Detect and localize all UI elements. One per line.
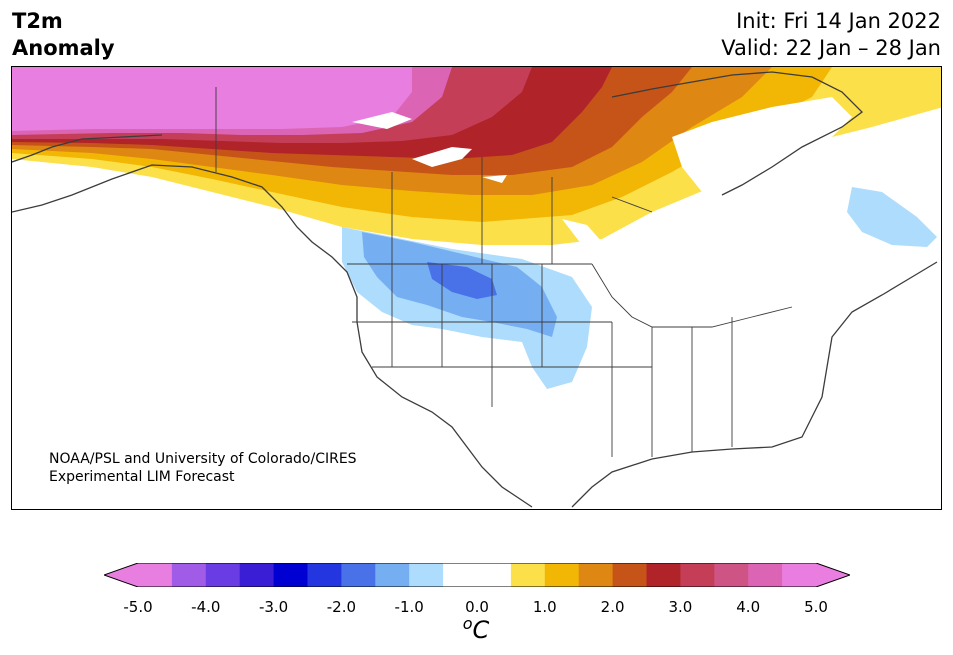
forecast-dates: Init: Fri 14 Jan 2022 Valid: 22 Jan – 28… <box>721 8 941 62</box>
colorbar-cell <box>375 563 410 587</box>
colorbar-tick-label: 1.0 <box>532 598 557 616</box>
colorbar-tick-label: 2.0 <box>600 598 625 616</box>
anomaly-labrador-blue <box>847 187 937 247</box>
colorbar-tick-label: 0.0 <box>465 598 489 616</box>
colorbar-cell <box>171 563 207 587</box>
init-date: Init: Fri 14 Jan 2022 <box>736 9 941 33</box>
colorbar-cell <box>646 563 681 587</box>
anomaly-pink-core <box>12 67 412 131</box>
colorbar-cell <box>138 563 173 587</box>
colorbar-cell <box>477 563 512 587</box>
variable-name: T2m <box>12 9 63 33</box>
colorbar-cell <box>273 563 308 587</box>
colorbar-extend-high <box>816 563 850 587</box>
colorbar-tick-label: -3.0 <box>258 598 289 616</box>
colorbar-cell <box>443 563 478 587</box>
political-borders <box>215 87 793 457</box>
map-title: T2m Anomaly <box>12 8 115 62</box>
colorbar-cell <box>782 563 817 587</box>
colorbar-cell <box>341 563 376 587</box>
colorbar-tick-label: 5.0 <box>804 598 828 616</box>
colorbar-cell <box>748 563 783 587</box>
colorbar-cell <box>714 563 749 587</box>
colorbar-unit: oC <box>463 614 490 644</box>
colorbar-cell <box>680 563 715 587</box>
unit-letter: C <box>472 616 490 644</box>
credit-line-2: Experimental LIM Forecast <box>49 469 235 485</box>
colorbar-cell <box>510 563 546 587</box>
colorbar-tick-label: -5.0 <box>123 598 153 616</box>
colorbar-tick-label: 3.0 <box>668 598 693 616</box>
hudson-bay-mask <box>672 97 852 197</box>
colorbar-cell <box>205 563 241 587</box>
unit-degree: o <box>462 614 473 633</box>
coastlines <box>12 71 938 508</box>
credit-text: NOAA/PSL and University of Colorado/CIRE… <box>49 450 357 486</box>
lake-mask <box>352 112 602 245</box>
colorbar-cell <box>307 563 342 587</box>
colorbar-cell <box>239 563 275 587</box>
colorbar-cell <box>612 563 647 587</box>
anomaly-map <box>12 67 941 508</box>
colorbar-cell <box>544 563 580 587</box>
colorbar-tick-label: -1.0 <box>394 598 424 616</box>
colorbar <box>104 563 850 587</box>
colorbar-tick-label: -2.0 <box>326 598 357 616</box>
anomaly-midblue-core <box>427 262 497 299</box>
colorbar-cells <box>138 563 817 587</box>
colorbar-cell <box>578 563 614 587</box>
map-panel <box>11 66 942 510</box>
variable-subtitle: Anomaly <box>12 36 115 60</box>
colorbar-tick-label: -4.0 <box>191 598 221 616</box>
colorbar-cell <box>409 563 444 587</box>
credit-line-1: NOAA/PSL and University of Colorado/CIRE… <box>49 451 357 467</box>
valid-range: Valid: 22 Jan – 28 Jan <box>721 36 941 60</box>
colorbar-tick-label: 4.0 <box>736 598 761 616</box>
colorbar-extend-low <box>104 563 138 587</box>
